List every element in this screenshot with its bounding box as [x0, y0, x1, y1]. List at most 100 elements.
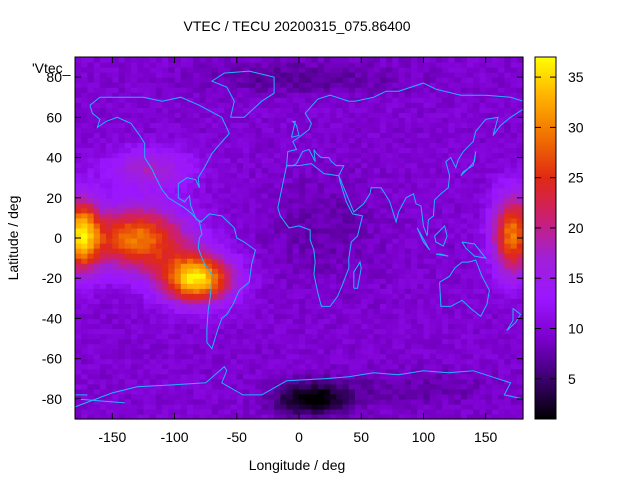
heatmap-cell: [386, 147, 393, 154]
heatmap-cell: [435, 243, 443, 249]
heatmap-cell: [124, 202, 132, 209]
heatmap-cell: [261, 107, 269, 113]
heatmap-cell: [392, 177, 400, 184]
heatmap-cell: [205, 222, 213, 229]
heatmap-cell: [467, 132, 474, 139]
heatmap-cell: [429, 248, 437, 254]
heatmap-cell: [404, 232, 412, 239]
heatmap-cell: [280, 102, 288, 108]
heatmap-cell: [93, 77, 101, 83]
heatmap-cell: [187, 217, 194, 224]
heatmap-cell: [361, 253, 369, 259]
heatmap-cell: [479, 112, 487, 118]
heatmap-cell: [323, 192, 331, 199]
heatmap-cell: [491, 378, 499, 385]
heatmap-cell: [193, 303, 201, 309]
heatmap-cell: [236, 97, 244, 103]
heatmap-cell: [411, 97, 418, 103]
heatmap-cell: [411, 107, 418, 113]
heatmap-cell: [137, 283, 145, 289]
heatmap-cell: [491, 182, 499, 189]
heatmap-cell: [137, 403, 145, 410]
heatmap-cell: [243, 87, 250, 93]
heatmap-cell: [193, 117, 201, 123]
heatmap-cell: [106, 132, 113, 139]
heatmap-cell: [442, 162, 449, 169]
heatmap-cell: [112, 222, 120, 229]
heatmap-cell: [330, 343, 337, 350]
heatmap-cell: [473, 388, 481, 395]
heatmap-cell: [435, 92, 443, 98]
heatmap-cell: [386, 373, 393, 380]
heatmap-cell: [193, 398, 201, 405]
heatmap-cell: [199, 313, 207, 320]
heatmap-cell: [112, 182, 120, 189]
heatmap-cell: [243, 102, 250, 108]
heatmap-cell: [205, 97, 213, 103]
heatmap-cell: [323, 393, 331, 400]
heatmap-cell: [112, 393, 120, 400]
heatmap-cell: [255, 72, 263, 78]
heatmap-cell: [224, 167, 232, 174]
heatmap-cell: [112, 323, 120, 330]
heatmap-cell: [137, 268, 145, 274]
heatmap-cell: [355, 333, 362, 340]
heatmap-cell: [112, 147, 120, 154]
heatmap-cell: [379, 388, 387, 395]
heatmap-cell: [491, 288, 499, 294]
heatmap-cell: [479, 283, 487, 289]
heatmap-cell: [305, 298, 313, 304]
heatmap-cell: [460, 192, 468, 199]
heatmap-cell: [218, 248, 225, 254]
heatmap-cell: [367, 343, 375, 350]
heatmap-cell: [392, 383, 400, 390]
heatmap-cell: [99, 388, 107, 395]
heatmap-cell: [379, 263, 387, 269]
heatmap-cell: [155, 97, 163, 103]
heatmap-cell: [404, 192, 412, 199]
heatmap-cell: [205, 273, 213, 279]
heatmap-cell: [367, 137, 375, 144]
heatmap-cell: [311, 92, 319, 98]
heatmap-cell: [491, 92, 499, 98]
heatmap-cell: [193, 172, 201, 179]
heatmap-cell: [180, 298, 188, 304]
heatmap-cell: [236, 162, 244, 169]
heatmap-cell: [236, 288, 244, 294]
heatmap-cell: [485, 263, 493, 269]
heatmap-cell: [211, 248, 219, 254]
heatmap-cell: [379, 398, 387, 405]
heatmap-cell: [299, 107, 306, 113]
heatmap-cell: [299, 167, 306, 174]
heatmap-cell: [180, 192, 188, 199]
heatmap-cell: [106, 323, 113, 330]
heatmap-cell: [218, 283, 225, 289]
heatmap-cell: [442, 413, 449, 420]
heatmap-cell: [236, 348, 244, 355]
heatmap-cell: [124, 77, 132, 83]
heatmap-cell: [311, 368, 319, 375]
heatmap-cell: [112, 157, 120, 164]
heatmap-cell: [124, 187, 132, 194]
heatmap-cell: [174, 288, 182, 294]
heatmap-cell: [429, 348, 437, 355]
heatmap-cell: [498, 343, 505, 350]
heatmap-cell: [392, 102, 400, 108]
heatmap-cell: [448, 92, 456, 98]
heatmap-cell: [211, 378, 219, 385]
heatmap-cell: [330, 77, 337, 83]
heatmap-cell: [491, 227, 499, 234]
heatmap-cell: [330, 152, 337, 159]
heatmap-cell: [180, 303, 188, 309]
heatmap-cell: [199, 57, 207, 63]
heatmap-cell: [386, 353, 393, 360]
heatmap-cell: [398, 187, 406, 194]
heatmap-cell: [417, 338, 425, 345]
heatmap-cell: [99, 232, 107, 239]
heatmap-cell: [224, 243, 232, 249]
heatmap-cell: [236, 393, 244, 400]
heatmap-cell: [149, 177, 157, 184]
heatmap-cell: [348, 253, 356, 259]
heatmap-cell: [87, 268, 95, 274]
heatmap-cell: [423, 147, 431, 154]
